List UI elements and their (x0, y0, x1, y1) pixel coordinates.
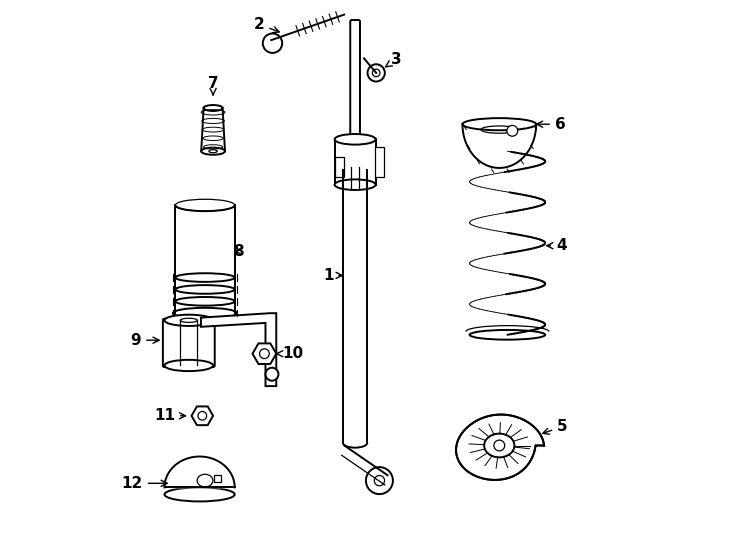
FancyBboxPatch shape (214, 475, 221, 482)
Text: 5: 5 (543, 419, 568, 434)
Circle shape (494, 440, 505, 451)
Circle shape (374, 476, 385, 486)
Circle shape (260, 349, 269, 359)
Text: 3: 3 (385, 52, 402, 67)
FancyBboxPatch shape (163, 319, 215, 367)
Ellipse shape (209, 150, 217, 153)
Circle shape (507, 125, 517, 136)
Text: 8: 8 (233, 244, 244, 259)
Ellipse shape (164, 315, 213, 326)
Text: 2: 2 (254, 17, 279, 32)
Ellipse shape (484, 434, 515, 457)
Ellipse shape (335, 179, 376, 190)
Text: 1: 1 (323, 268, 342, 283)
Ellipse shape (164, 360, 213, 371)
Circle shape (366, 467, 393, 494)
Ellipse shape (201, 147, 225, 155)
Text: 12: 12 (121, 476, 167, 491)
FancyBboxPatch shape (374, 147, 385, 177)
Ellipse shape (173, 308, 237, 319)
Polygon shape (456, 415, 544, 480)
Ellipse shape (181, 318, 197, 322)
Circle shape (198, 411, 206, 420)
Ellipse shape (335, 134, 376, 145)
FancyBboxPatch shape (335, 157, 344, 177)
Text: 6: 6 (537, 117, 566, 132)
Circle shape (372, 69, 380, 77)
Ellipse shape (203, 105, 222, 111)
Ellipse shape (164, 488, 235, 502)
Text: 9: 9 (131, 333, 159, 348)
Circle shape (266, 368, 278, 381)
FancyBboxPatch shape (335, 139, 376, 185)
Ellipse shape (462, 118, 536, 130)
Polygon shape (164, 456, 235, 488)
Text: 7: 7 (208, 76, 219, 94)
Text: 11: 11 (154, 408, 186, 423)
Text: 10: 10 (276, 346, 303, 361)
Text: 4: 4 (547, 238, 567, 253)
FancyBboxPatch shape (350, 20, 360, 153)
Circle shape (263, 33, 282, 53)
Polygon shape (201, 313, 276, 386)
Circle shape (368, 64, 385, 82)
